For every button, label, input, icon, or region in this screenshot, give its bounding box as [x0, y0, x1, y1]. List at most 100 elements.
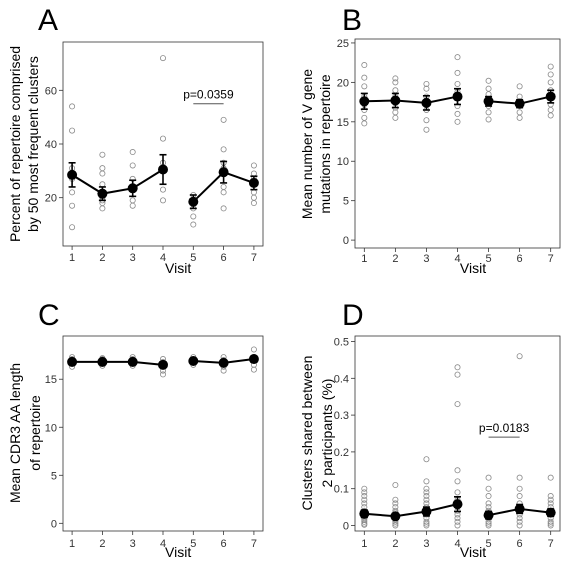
data-point [485, 504, 492, 511]
data-point [99, 170, 106, 177]
data-point [454, 467, 461, 474]
x-tick-label: 7 [548, 253, 554, 265]
data-point [547, 493, 554, 500]
panel-a: A 20 40 60 1 2 3 4 5 6 7 Visit Percent of repertoir… [7, 4, 264, 276]
panel-a-letter: A [38, 4, 58, 37]
data-point [220, 189, 227, 196]
data-point [392, 87, 399, 94]
data-point [361, 83, 368, 90]
data-point [423, 500, 430, 507]
mean-marker [97, 356, 108, 367]
data-point [423, 485, 430, 492]
data-point [547, 112, 554, 119]
y-axis-title-line: by 50 most frequent clusters [25, 56, 41, 232]
data-point [361, 74, 368, 81]
panel-d-letter: D [342, 299, 364, 332]
data-point [69, 189, 76, 196]
data-point [516, 114, 523, 121]
y-tick-label: 10 [337, 156, 349, 168]
data-point [220, 367, 227, 374]
data-point [547, 79, 554, 86]
data-point [516, 485, 523, 492]
data-point [392, 482, 399, 489]
data-point [516, 518, 523, 525]
data-point [250, 162, 257, 169]
data-point [423, 518, 430, 525]
x-tick-label: 6 [517, 538, 523, 550]
data-point [454, 401, 461, 408]
data-point [250, 189, 257, 196]
x-tick-label: 5 [485, 538, 491, 550]
x-tick-label: 1 [361, 538, 367, 550]
data-point [423, 493, 430, 500]
y-tick-label: 10 [45, 422, 57, 434]
x-tick-label: 7 [548, 538, 554, 550]
data-point [69, 127, 76, 134]
y-tick-label: 60 [45, 85, 57, 97]
data-point [69, 103, 76, 110]
mean-marker [218, 357, 229, 368]
panel-d: D 0 0.1 0.2 0.3 0.4 0.5 1 2 3 4 5 6 7 Visit Clusters s… [299, 299, 561, 560]
mean-marker [545, 91, 556, 102]
data-point [99, 151, 106, 158]
mean-marker [218, 167, 229, 178]
data-point [361, 114, 368, 121]
data-point [159, 186, 166, 193]
data-point [454, 518, 461, 525]
x-tick-label: 3 [423, 253, 429, 265]
data-point [159, 371, 166, 378]
mean-marker [359, 96, 370, 107]
mean-marker [483, 96, 494, 107]
data-point [361, 62, 368, 69]
data-point [129, 202, 136, 209]
data-point [454, 110, 461, 117]
y-tick-label: 0.5 [334, 337, 349, 349]
data-point [516, 522, 523, 529]
data-point [159, 55, 166, 62]
data-point [516, 493, 523, 500]
data-point [454, 371, 461, 378]
y-tick-label: 40 [45, 139, 57, 151]
x-tick-label: 5 [190, 252, 196, 264]
data-point [392, 109, 399, 116]
x-tick-label: 7 [251, 252, 257, 264]
data-point [392, 504, 399, 511]
data-point [361, 496, 368, 503]
data-point [190, 221, 197, 228]
x-tick-label: 1 [361, 253, 367, 265]
significance-label: p=0.0359 [183, 88, 234, 102]
data-point [250, 200, 257, 207]
data-point [99, 205, 106, 212]
data-point [250, 194, 257, 201]
data-point [454, 478, 461, 485]
data-point [516, 474, 523, 481]
mean-marker [188, 355, 199, 366]
panel-b: B 0 5 10 15 20 25 1 2 3 4 5 6 7 Visit Mean number of V… [299, 4, 561, 276]
data-point [159, 197, 166, 204]
data-point [454, 522, 461, 529]
data-point [250, 346, 257, 353]
y-tick-label: 0 [343, 520, 349, 532]
mean-marker [390, 95, 401, 106]
mean-marker [188, 196, 199, 207]
data-point [547, 522, 554, 529]
x-tick-label: 2 [392, 253, 398, 265]
y-axis-title-line: Mean number of V gene [299, 69, 315, 219]
x-tick-label: 6 [517, 253, 523, 265]
data-point [361, 489, 368, 496]
data-point [392, 114, 399, 121]
data-point [392, 500, 399, 507]
y-axis-title-line: 2 participants (%) [319, 379, 335, 488]
mean-marker [127, 356, 138, 367]
data-point [99, 165, 106, 172]
mean-marker [390, 511, 401, 522]
mean-marker [248, 177, 259, 188]
data-point [454, 118, 461, 125]
data-point [547, 518, 554, 525]
x-tick-label: 4 [454, 538, 460, 550]
y-axis-title-line: mutations in repertoire [317, 74, 333, 214]
data-point [129, 197, 136, 204]
y-axis-title-line: Mean CDR3 AA length [7, 363, 23, 503]
x-tick-label: 2 [392, 538, 398, 550]
data-point [485, 522, 492, 529]
